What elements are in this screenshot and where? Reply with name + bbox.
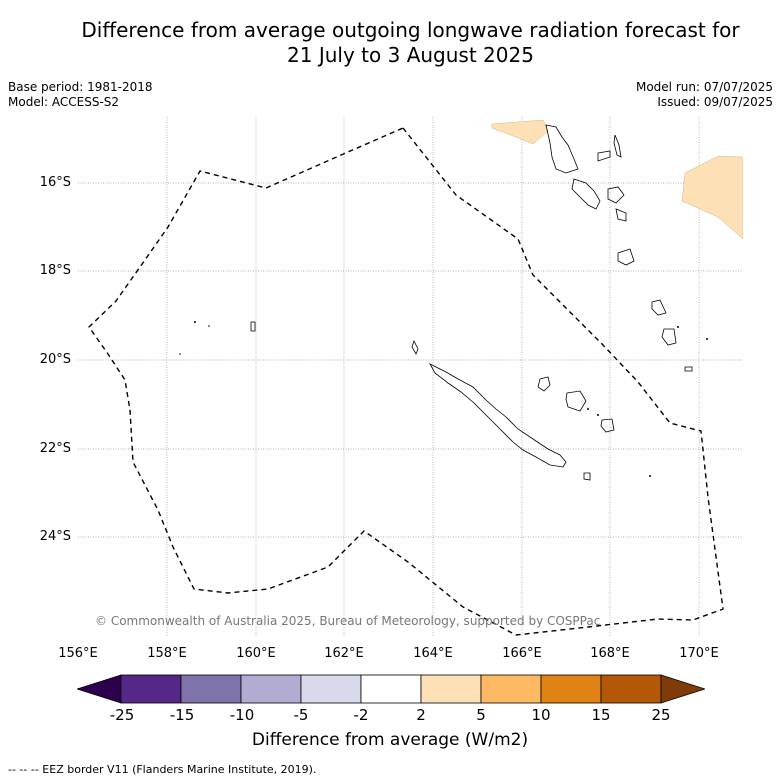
colorbar-segment xyxy=(360,674,422,704)
matthew-island xyxy=(651,299,667,316)
colorbar-segment xyxy=(540,674,602,704)
lon-tick-164e: 164°E xyxy=(413,646,453,661)
hunter-island xyxy=(661,328,677,346)
lon-tick-160e: 160°E xyxy=(236,646,276,661)
colorbar-segment xyxy=(300,674,362,704)
lat-tick-18s: 18°S xyxy=(39,263,71,278)
lat-tick-20s: 20°S xyxy=(39,352,71,367)
copyright-notice: © Commonwealth of Australia 2025, Bureau… xyxy=(95,614,601,628)
colorbar-label: -10 xyxy=(229,706,255,724)
colorbar-label: -5 xyxy=(293,706,309,724)
isle-of-pines xyxy=(583,472,591,481)
efate xyxy=(607,186,625,204)
lon-tick-162e: 162°E xyxy=(324,646,364,661)
maewo xyxy=(613,134,622,158)
meta-left: Base period: 1981-2018 Model: ACCESS-S2 xyxy=(8,80,153,110)
colorbar-arrow-high xyxy=(660,674,705,704)
colorbar-segment xyxy=(480,674,542,704)
colorbar-segment xyxy=(420,674,482,704)
colorbar-segment xyxy=(240,674,302,704)
colorbar xyxy=(77,674,705,704)
base-period: Base period: 1981-2018 xyxy=(8,80,153,94)
lat-tick-16s: 16°S xyxy=(39,175,71,190)
colorbar-segment xyxy=(180,674,242,704)
anomaly-patch-north xyxy=(491,119,549,145)
colorbar-segment xyxy=(120,674,182,704)
lon-tick-166e: 166°E xyxy=(502,646,542,661)
belep-islands xyxy=(411,339,419,355)
anomaly-patch-east xyxy=(681,155,743,240)
espiritu-santo xyxy=(545,124,579,174)
lon-tick-170e: 170°E xyxy=(679,646,719,661)
loyalty-mare xyxy=(600,418,615,433)
model-run: Model run: 07/07/2025 xyxy=(635,80,773,94)
lon-tick-158e: 158°E xyxy=(147,646,187,661)
eez-border xyxy=(88,127,724,636)
small-island-1 xyxy=(684,366,693,372)
colorbar-label: 15 xyxy=(591,706,611,724)
small-island-2 xyxy=(250,321,256,332)
malekula xyxy=(571,178,601,210)
colorbar-arrow-low xyxy=(77,674,122,704)
colorbar-label: -2 xyxy=(353,706,369,724)
colorbar-title: Difference from average (W/m2) xyxy=(251,730,529,750)
map-title: Difference from average outgoing longwav… xyxy=(81,18,740,67)
lon-tick-168e: 168°E xyxy=(590,646,630,661)
erromango xyxy=(615,208,627,222)
colorbar-label: -15 xyxy=(169,706,195,724)
issued-date: Issued: 09/07/2025 xyxy=(657,95,773,109)
meta-right: Model run: 07/07/2025 Issued: 09/07/2025 xyxy=(636,80,773,110)
colorbar-label: -25 xyxy=(109,706,135,724)
colorbar-label: 2 xyxy=(416,706,426,724)
model-name: Model: ACCESS-S2 xyxy=(8,95,120,109)
new-caledonia xyxy=(429,363,567,468)
lon-tick-156e: 156°E xyxy=(58,646,98,661)
colorbar-segment xyxy=(600,674,662,704)
colorbar-label: 5 xyxy=(476,706,486,724)
map-panel xyxy=(78,117,743,637)
gridlines xyxy=(78,117,743,637)
coastlines xyxy=(250,124,693,481)
loyalty-lifou xyxy=(565,390,587,412)
eez-legend: -- -- -- EEZ border V11 (Flanders Marine… xyxy=(8,763,317,776)
colorbar-label: 25 xyxy=(651,706,671,724)
tiny-islets xyxy=(179,321,708,477)
lat-tick-24s: 24°S xyxy=(39,529,71,544)
ambae xyxy=(597,150,611,162)
lat-tick-22s: 22°S xyxy=(39,441,71,456)
loyalty-ouvea xyxy=(537,376,551,392)
tanna xyxy=(617,248,635,266)
colorbar-label: 10 xyxy=(531,706,551,724)
